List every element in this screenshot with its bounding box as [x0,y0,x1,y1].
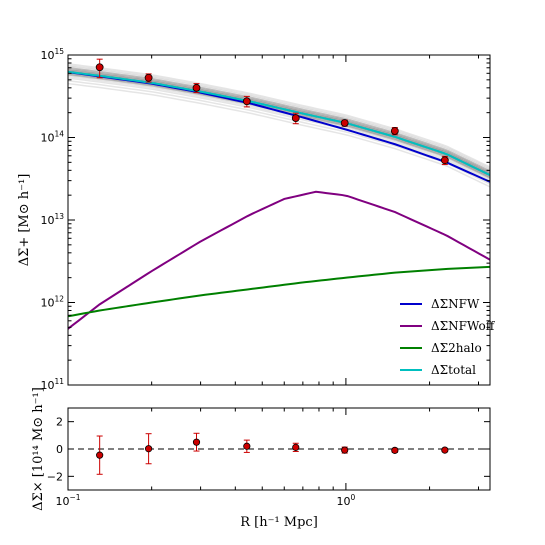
residual-point [96,451,104,459]
data-point [291,114,300,122]
legend: ΔΣNFW ΔΣNFWoff ΔΣ2halo ΔΣtotal [400,297,496,377]
y-tick-label: 2 [56,416,63,429]
data-point [242,97,251,106]
y-tick-label: 1012 [40,295,64,310]
legend-item-two-halo: ΔΣ2halo [400,341,482,355]
posterior-sample-line [68,69,490,175]
legend-label: ΔΣ2halo [431,341,482,355]
residual-point [391,446,399,454]
legend-label: ΔΣtotal [431,363,476,377]
y-tick-label: 1013 [40,212,64,227]
data-point [192,83,201,92]
residual-y-axis-label: ΔΣ× [10¹⁴ M⊙ h⁻¹] [31,387,46,511]
posterior-sample-line [68,74,490,179]
x-axis-label: R [h⁻¹ Mpc] [240,515,318,530]
y-tick-label: 1011 [40,377,64,392]
posterior-sample-line [68,77,490,183]
two-halo-curve [68,265,490,318]
total-curve [68,70,490,177]
data-point [95,63,104,72]
legend-label: ΔΣNFWoff [431,319,496,333]
legend-label: ΔΣNFW [431,297,480,311]
data-point [144,73,153,82]
y-tick-label: 1015 [40,47,64,62]
posterior-sample-line [68,79,490,185]
x-tick-label: 100 [337,493,356,508]
legend-item-nfw-off: ΔΣNFWoff [400,319,496,333]
x-tick-label: 10−1 [55,493,80,508]
data-point [440,156,449,165]
posterior-sample-line [68,82,490,188]
main-plot-area [68,63,490,330]
posterior-sample-line [68,65,490,171]
posterior-sample-line [68,64,490,170]
posterior-sample-line [68,68,490,174]
residual-point [441,446,449,454]
residual-point [292,443,300,451]
nfw-off-curve [68,190,490,330]
posterior-sample-line [68,63,490,168]
y-axis-label: ΔΣ+ [M⊙ h⁻¹] [17,174,32,267]
posterior-sample-line [68,72,490,178]
residual-point [341,446,349,454]
posterior-sample-line [68,75,490,181]
residual-point [192,438,201,446]
y-tick-label: 1014 [40,130,64,145]
residual-point [145,445,153,453]
residual-panel: −2 0 2 10−1 100 R [h⁻¹ Mpc] ΔΣ× [10¹⁴ M⊙ h⁻¹] [31,387,491,530]
y-tick-label: −2 [47,470,63,483]
legend-item-total: ΔΣtotal [400,363,476,377]
posterior-sample-line [68,71,490,177]
data-point [340,119,349,127]
y-tick-label: 0 [56,443,63,456]
data-point [390,127,399,135]
legend-item-nfw: ΔΣNFW [400,297,480,311]
residual-point [243,442,251,450]
posterior-sample-line [68,67,490,172]
